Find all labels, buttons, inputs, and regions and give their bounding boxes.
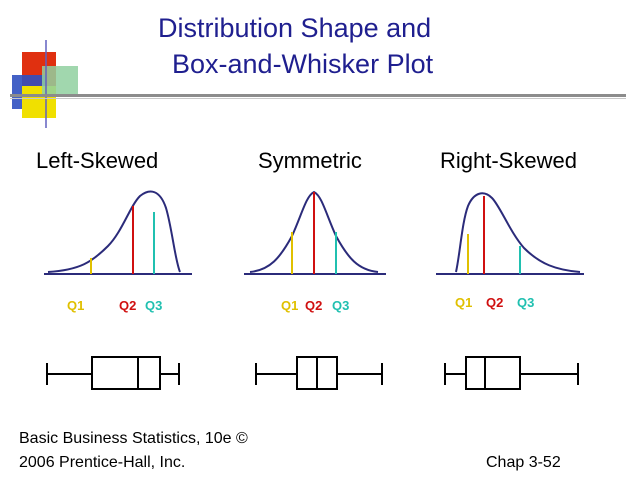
left-q2-label: Q2 [119,298,137,313]
title-line-2: Box-and-Whisker Plot [172,49,434,79]
symmetric-q3-label: Q3 [332,298,350,313]
title-rule-shadow [10,98,626,99]
footer-source-line-2: 2006 Prentice-Hall, Inc. [19,454,186,471]
heading-symmetric: Symmetric [258,148,362,173]
heading-right-skewed: Right-Skewed [440,148,577,173]
symmetric-q2-label: Q2 [305,298,323,313]
left-skewed-curve [47,190,181,273]
right-skewed-curve [455,192,581,273]
heading-left-skewed: Left-Skewed [36,148,159,173]
logo-green-square [42,66,78,96]
right-boxplot [444,356,579,390]
left-box [91,356,161,390]
right-q3-label: Q3 [517,295,535,310]
left-q1-label: Q1 [67,298,85,313]
symmetric-q1-label: Q1 [281,298,299,313]
left-boxplot [46,356,180,390]
footer-source-line-1: Basic Business Statistics, 10e © [19,430,248,447]
right-q2-label: Q2 [486,295,504,310]
footer-page-number: Chap 3-52 [486,454,561,471]
right-q1-label: Q1 [455,295,473,310]
title-rule [10,94,626,97]
title-line-1: Distribution Shape and [158,13,432,43]
left-q3-label: Q3 [145,298,163,313]
symmetric-boxplot [255,356,383,390]
right-box [465,356,521,390]
